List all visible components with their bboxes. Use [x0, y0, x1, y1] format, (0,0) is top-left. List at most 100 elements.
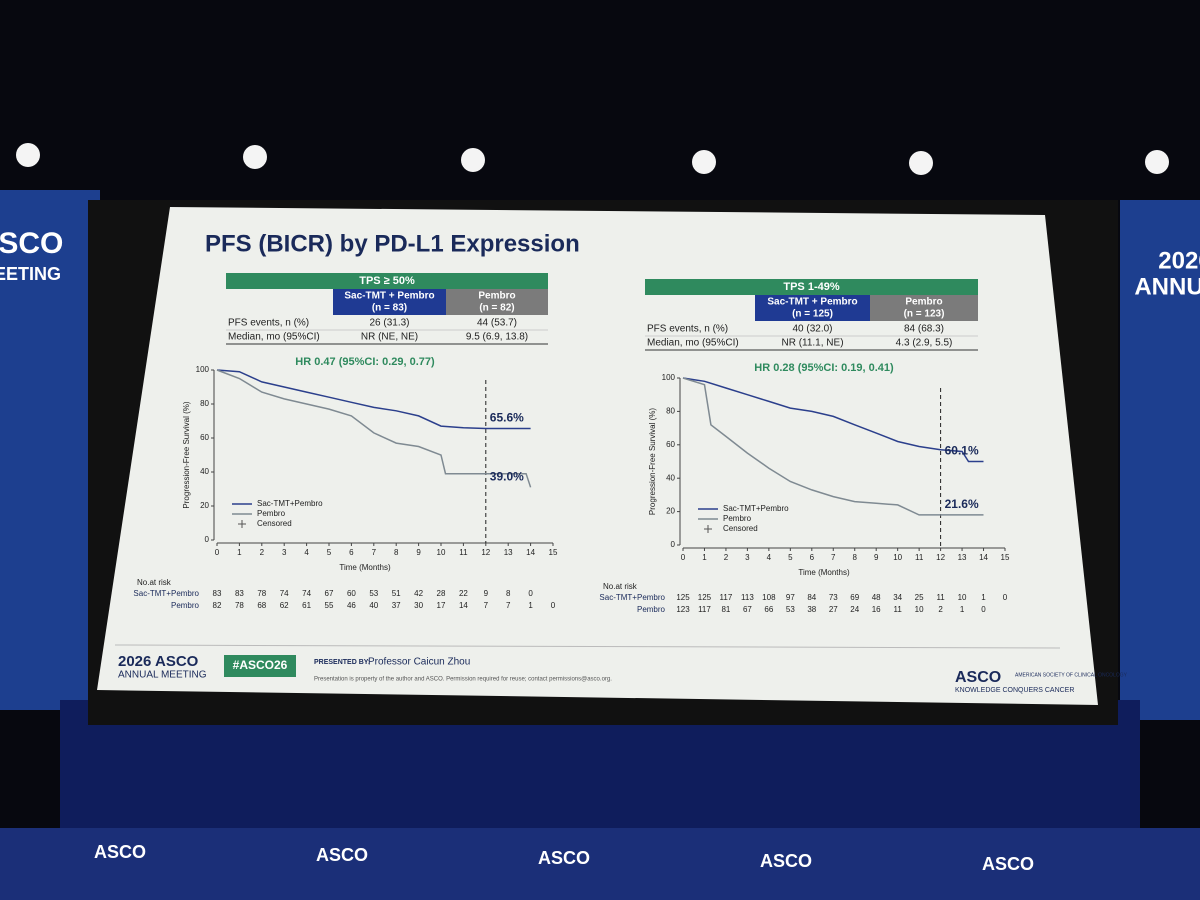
curve-annotation: 39.0% [490, 469, 524, 483]
notice: Presentation is property of the author a… [314, 677, 612, 683]
legend-label: Sac-TMT+Pembro [257, 499, 323, 508]
stage-logo: ASCO [760, 851, 812, 871]
y-tick-label: 100 [662, 373, 676, 382]
column-header: (n = 125) [792, 309, 833, 320]
column-header: (n = 123) [904, 309, 945, 320]
risk-count: 117 [720, 593, 733, 602]
risk-count: 66 [764, 605, 773, 614]
risk-count: 55 [325, 601, 334, 610]
table-cell: PFS events, n (%) [228, 318, 309, 329]
legend-label: Sac-TMT+Pembro [723, 504, 789, 513]
x-tick-label: 6 [810, 553, 815, 562]
risk-count: 34 [893, 593, 902, 602]
banner-text: 2026 [1158, 247, 1200, 274]
x-tick-label: 4 [767, 553, 772, 562]
tagline: KNOWLEDGE CONQUERS CANCER [955, 687, 1074, 694]
column-header-box [870, 295, 978, 321]
risk-count: 38 [807, 605, 816, 614]
risk-count: 108 [762, 593, 776, 602]
risk-count: 61 [302, 601, 311, 610]
x-tick-label: 13 [504, 548, 513, 557]
risk-row-name: Sac-TMT+Pembro [599, 593, 665, 602]
y-tick-label: 80 [200, 399, 209, 408]
km-curve [682, 377, 984, 516]
stage-light [243, 145, 267, 169]
risk-count: 22 [459, 589, 468, 598]
risk-count: 0 [1003, 593, 1008, 602]
risk-count: 73 [829, 593, 838, 602]
y-axis-title: Progression-Free Survival (%) [182, 401, 191, 508]
risk-count: 28 [437, 589, 446, 598]
y-tick-label: 0 [205, 535, 210, 544]
x-tick-label: 4 [304, 548, 309, 557]
y-tick-label: 100 [196, 365, 210, 374]
risk-count: 17 [437, 601, 446, 610]
risk-count: 117 [698, 605, 711, 614]
risk-count: 25 [915, 593, 924, 602]
table-cell: NR (NE, NE) [361, 332, 418, 343]
legend-censor-mark [238, 520, 246, 528]
y-tick-label: 0 [671, 540, 676, 549]
risk-count: 11 [936, 593, 945, 602]
risk-row-name: Pembro [637, 605, 666, 614]
x-tick-label: 1 [237, 548, 242, 557]
column-header: Pembro [905, 297, 942, 308]
x-tick-label: 9 [416, 548, 421, 557]
risk-count: 74 [280, 589, 289, 598]
banner-text: ASCO [0, 227, 63, 260]
x-tick-label: 9 [874, 553, 879, 562]
risk-title: No.at risk [603, 582, 638, 591]
x-tick-label: 15 [1001, 553, 1010, 562]
legend-label: Pembro [723, 514, 752, 523]
risk-count: 11 [894, 605, 903, 614]
column-header-box [333, 289, 446, 315]
table-cell: PFS events, n (%) [647, 324, 728, 335]
table-cell: 84 (68.3) [904, 324, 944, 335]
column-header: Pembro [478, 291, 515, 302]
presenter: Professor Caicun Zhou [368, 657, 470, 668]
slide [97, 207, 1098, 705]
risk-count: 40 [369, 601, 378, 610]
risk-count: 81 [721, 605, 730, 614]
risk-count: 53 [369, 589, 378, 598]
banner-text: MEETING [0, 264, 61, 284]
km-curve [216, 369, 531, 430]
legend-label: Censored [257, 519, 292, 528]
risk-count: 0 [981, 605, 986, 614]
risk-count: 60 [347, 589, 356, 598]
risk-count: 74 [302, 589, 311, 598]
table-cell: Median, mo (95%CI) [647, 338, 739, 349]
risk-count: 0 [528, 589, 533, 598]
risk-count: 69 [850, 593, 859, 602]
x-tick-label: 13 [958, 553, 967, 562]
risk-count: 84 [807, 593, 816, 602]
table-cell: 4.3 (2.9, 5.5) [896, 338, 953, 349]
risk-count: 83 [235, 589, 244, 598]
risk-count: 53 [786, 605, 795, 614]
risk-count: 16 [872, 605, 881, 614]
risk-count: 2 [938, 605, 943, 614]
x-tick-label: 0 [215, 548, 220, 557]
risk-count: 78 [235, 601, 244, 610]
y-tick-label: 40 [200, 467, 209, 476]
y-tick-label: 60 [200, 433, 209, 442]
x-tick-label: 14 [526, 548, 535, 557]
risk-count: 1 [528, 601, 533, 610]
risk-count: 68 [257, 601, 266, 610]
risk-count: 42 [414, 589, 423, 598]
risk-title: No.at risk [137, 578, 172, 587]
stage-logo: ASCO [316, 845, 368, 865]
legend-label: Censored [723, 524, 758, 533]
x-tick-label: 12 [481, 548, 490, 557]
risk-row-name: Sac-TMT+Pembro [133, 589, 199, 598]
stage-light [461, 148, 485, 172]
x-tick-label: 15 [549, 548, 558, 557]
stage-logo: ASCO [538, 848, 590, 868]
stage-light [909, 151, 933, 175]
risk-count: 97 [786, 593, 795, 602]
x-tick-label: 6 [349, 548, 354, 557]
risk-count: 83 [213, 589, 222, 598]
x-tick-label: 5 [788, 553, 793, 562]
x-tick-label: 11 [915, 553, 924, 562]
